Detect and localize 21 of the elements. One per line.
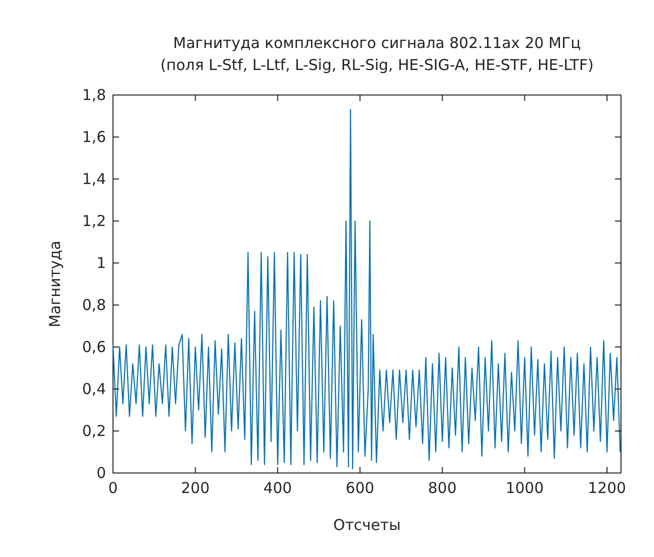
x-tick-label: 1200	[588, 479, 626, 497]
y-tick-label: 0,8	[82, 296, 106, 314]
x-tick-label: 400	[263, 479, 292, 497]
y-tick-label: 1	[96, 254, 106, 272]
y-tick-label: 1,2	[82, 212, 106, 230]
y-tick-label: 0,2	[82, 422, 106, 440]
x-tick-label: 0	[108, 479, 118, 497]
y-axis-title: Магнитуда	[46, 240, 64, 328]
line-series	[112, 109, 621, 470]
x-axis-title: Отсчеты	[333, 516, 401, 534]
x-tick-label: 800	[428, 479, 457, 497]
y-tick-label: 0,6	[82, 338, 106, 356]
chart-title: Магнитуда комплексного сигнала 802.11ax 20 МГц (поля L-Stf, L-Ltf, L-Sig, RL-Sig, HE-SIG-A, HE-STF, HE-LTF)	[160, 34, 594, 74]
x-tick-label: 600	[346, 479, 374, 497]
x-tick-label: 1000	[506, 479, 544, 497]
y-tick-label: 0	[96, 464, 106, 482]
y-tick-label: 0,4	[82, 380, 106, 398]
y-tick-label: 1,8	[82, 86, 106, 104]
x-tick-label: 200	[181, 479, 210, 497]
y-tick-label: 1,6	[82, 128, 106, 146]
y-tick-label: 1,4	[82, 170, 106, 188]
